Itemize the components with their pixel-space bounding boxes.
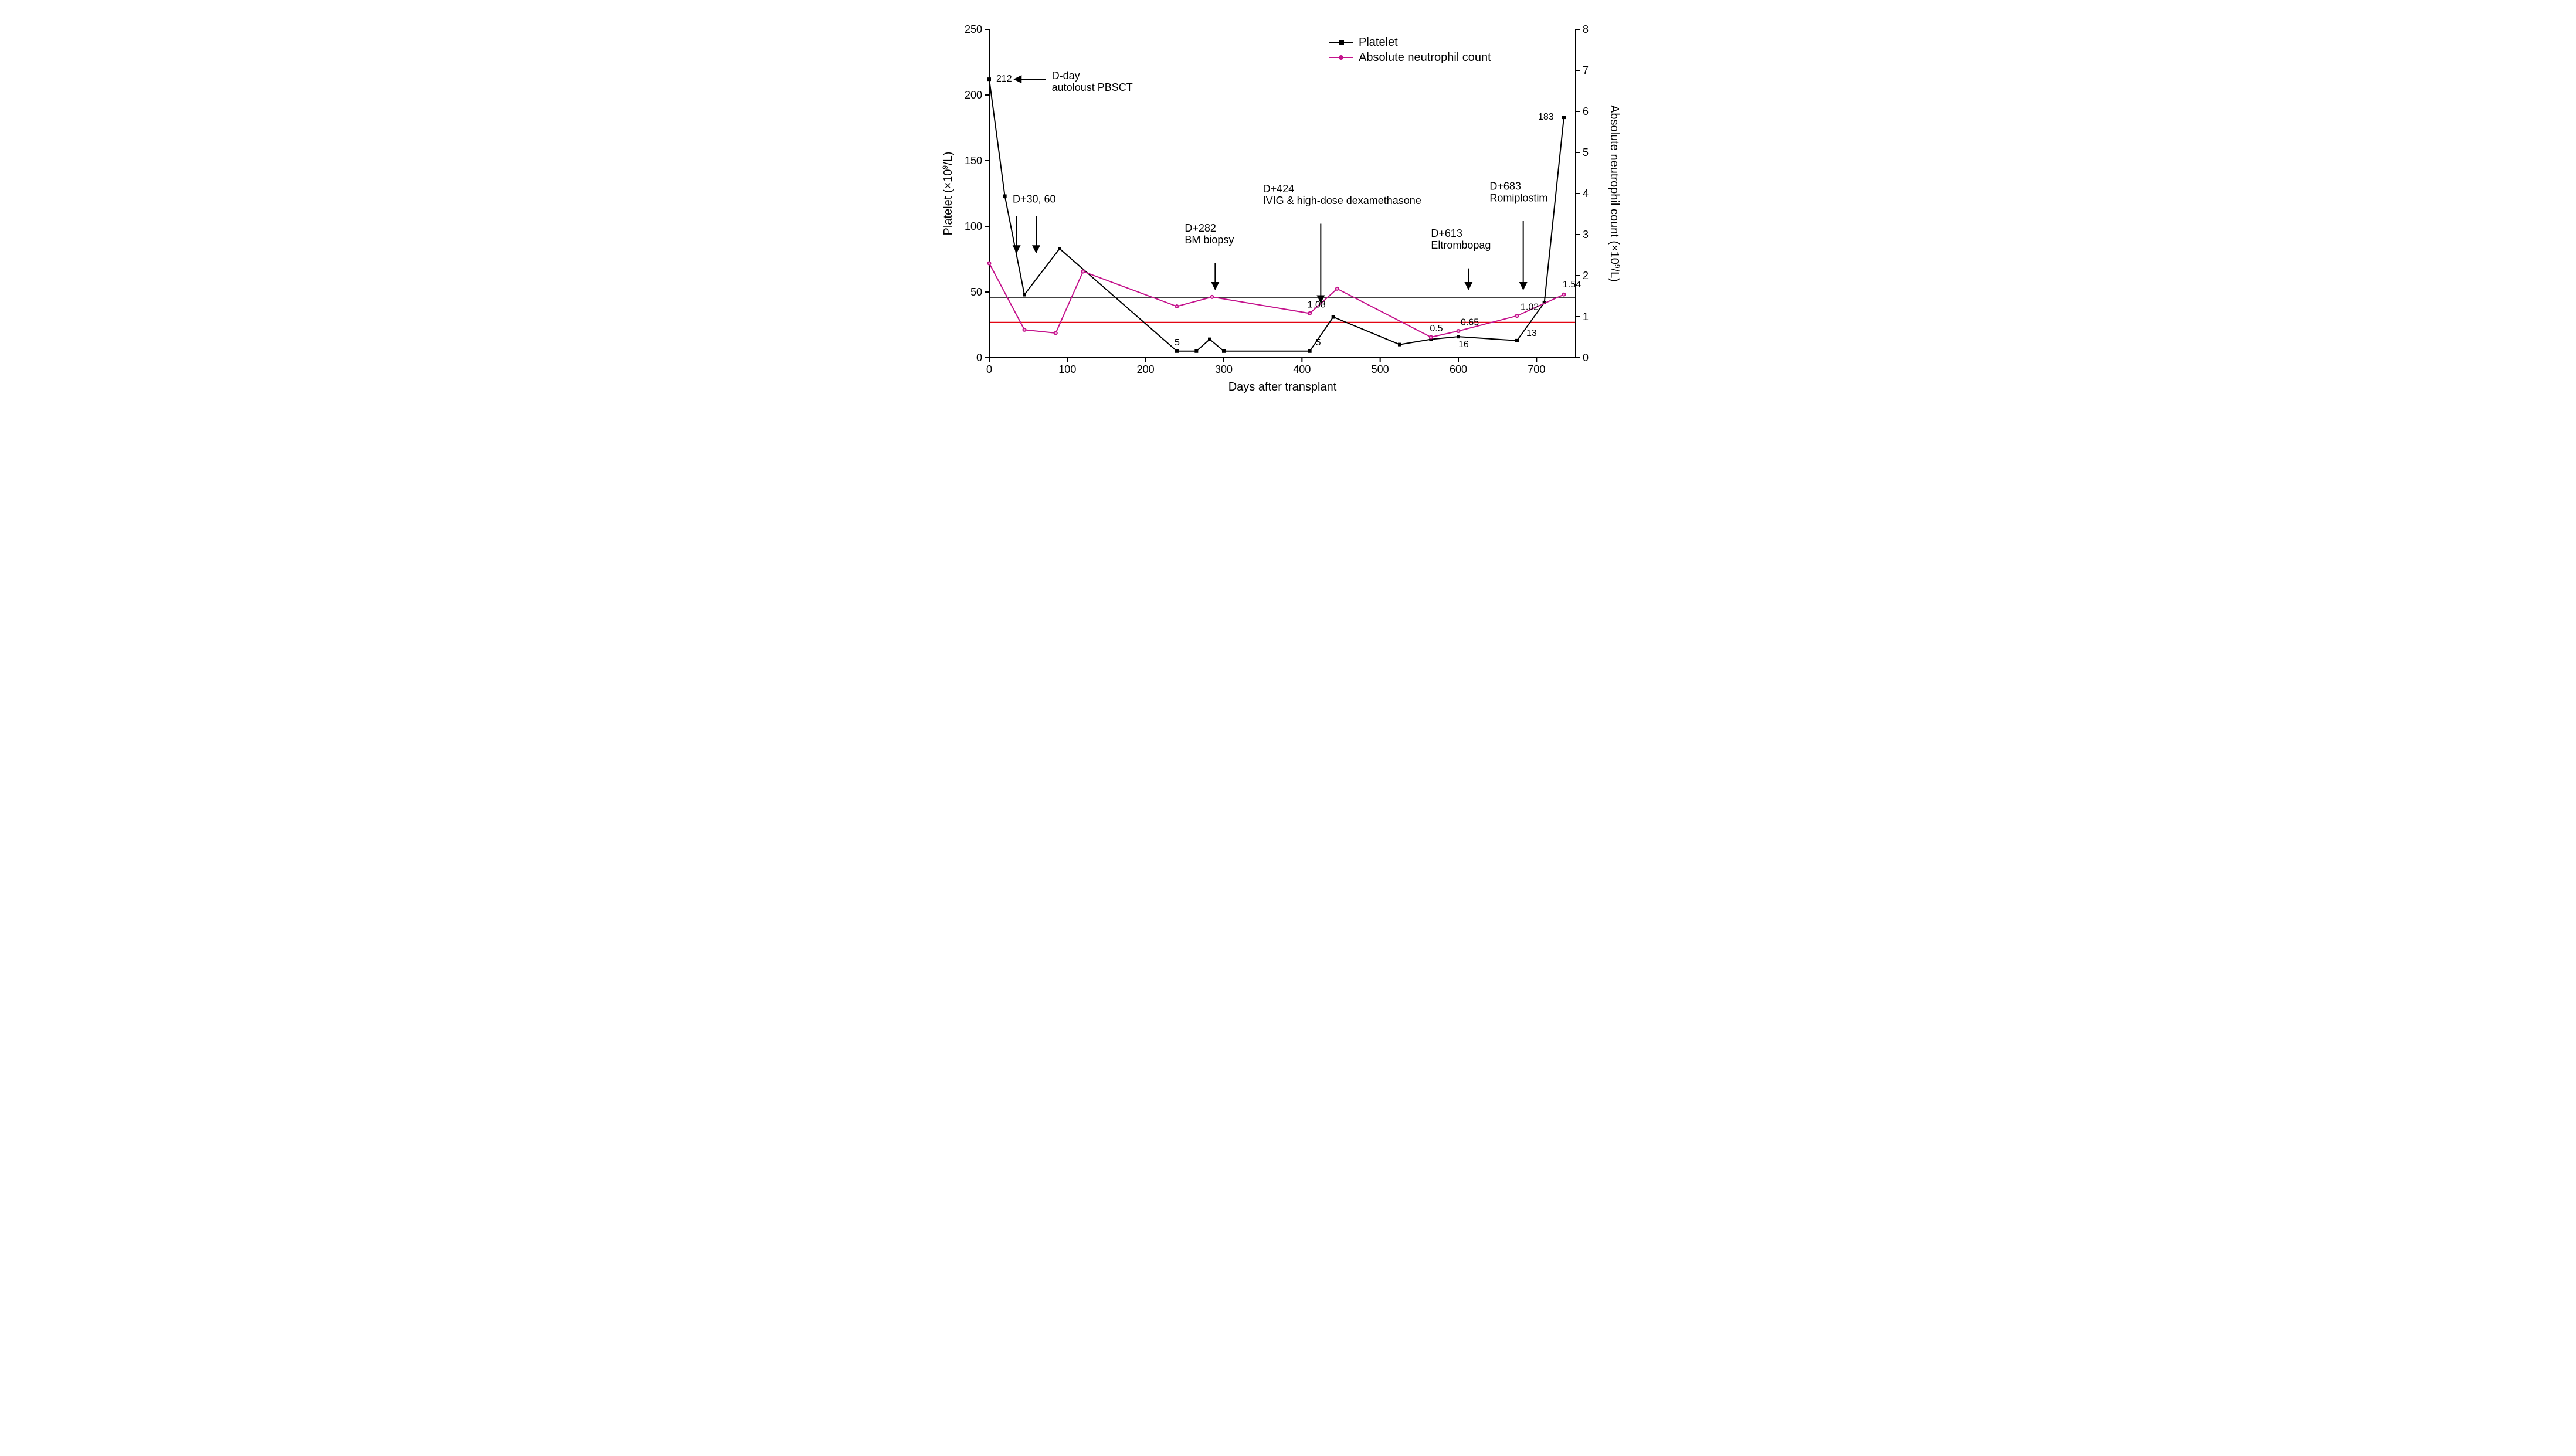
chart-container: 0 100 200 300 400 500 600 700 0 50 100 150 200 250 0 1 2… bbox=[936, 12, 1640, 410]
legend-marker bbox=[1339, 55, 1343, 60]
data-label: 212 bbox=[996, 74, 1012, 84]
series-marker-inner bbox=[1211, 296, 1213, 298]
y-left-tick-label: 0 bbox=[976, 352, 982, 364]
x-tick-label: 600 bbox=[1449, 364, 1467, 375]
series-marker bbox=[1058, 247, 1061, 250]
series-marker bbox=[1308, 349, 1311, 353]
y-left-axis-label: Platelet (×109/L) bbox=[941, 152, 955, 236]
series-marker bbox=[1023, 293, 1026, 296]
y-right-axis-label: Absolute neutrophil count (×109/L) bbox=[1608, 105, 1621, 282]
series-marker bbox=[1331, 315, 1335, 319]
series-marker bbox=[1175, 349, 1179, 353]
series-marker bbox=[1457, 335, 1460, 338]
series-marker bbox=[1194, 349, 1198, 353]
y-right-tick-label: 3 bbox=[1583, 229, 1589, 240]
x-tick-label: 0 bbox=[986, 364, 992, 375]
series-marker-inner bbox=[1054, 332, 1056, 334]
data-label: 5 bbox=[1315, 338, 1321, 348]
data-label: 5 bbox=[1175, 338, 1180, 348]
annotation-label: D+683 bbox=[1489, 180, 1521, 192]
y-right-tick-label: 1 bbox=[1583, 311, 1589, 323]
y-left-tick-label: 250 bbox=[964, 23, 982, 35]
series-marker-inner bbox=[1309, 313, 1311, 314]
annotation-label: IVIG & high-dose dexamethasone bbox=[1262, 195, 1421, 206]
series-marker-inner bbox=[1023, 329, 1025, 331]
legend-label: Absolute neutrophil count bbox=[1359, 51, 1491, 64]
series-marker-inner bbox=[1336, 288, 1338, 290]
data-label: 0.5 bbox=[1430, 324, 1443, 334]
data-label: 1.54 bbox=[1563, 280, 1581, 290]
annotation-label: autoloust PBSCT bbox=[1051, 82, 1132, 93]
y-left-tick-label: 150 bbox=[964, 155, 982, 167]
series-marker bbox=[987, 77, 991, 81]
series-marker-inner bbox=[1516, 315, 1518, 317]
x-tick-label: 500 bbox=[1371, 364, 1389, 375]
annotation-label: Eltrombopag bbox=[1431, 239, 1491, 251]
series-marker-inner bbox=[1563, 294, 1564, 296]
annotation-label: D+282 bbox=[1185, 222, 1216, 234]
series-marker bbox=[1562, 116, 1566, 119]
series-marker-inner bbox=[988, 263, 990, 264]
x-tick-label: 400 bbox=[1293, 364, 1311, 375]
y-right-tick-label: 5 bbox=[1583, 147, 1589, 158]
series-marker bbox=[1222, 349, 1226, 353]
annotation-label: D+613 bbox=[1431, 228, 1462, 239]
y-left-tick-label: 50 bbox=[970, 286, 982, 298]
annotation-label: Romiplostim bbox=[1489, 192, 1547, 203]
annotation-label: BM biopsy bbox=[1185, 234, 1234, 246]
x-tick-label: 200 bbox=[1136, 364, 1154, 375]
legend-label: Platelet bbox=[1359, 36, 1398, 49]
y-right-tick-label: 6 bbox=[1583, 106, 1589, 117]
series-marker bbox=[1398, 343, 1401, 347]
annotation-label: D-day bbox=[1051, 70, 1080, 82]
series-marker-inner bbox=[1430, 337, 1431, 338]
annotation-label: D+424 bbox=[1262, 183, 1294, 195]
x-tick-label: 700 bbox=[1528, 364, 1545, 375]
data-label: 1.08 bbox=[1307, 300, 1325, 310]
y-right-tick-label: 0 bbox=[1583, 352, 1589, 364]
series-marker-inner bbox=[1082, 271, 1084, 273]
data-label: 1.02 bbox=[1521, 303, 1539, 313]
series-marker-inner bbox=[1176, 306, 1177, 307]
y-right-tick-label: 8 bbox=[1583, 23, 1589, 35]
annotation-label: D+30, 60 bbox=[1013, 194, 1056, 205]
data-label: 183 bbox=[1538, 112, 1554, 122]
data-label: 0.65 bbox=[1461, 318, 1479, 328]
series-marker bbox=[1515, 339, 1519, 342]
y-right-tick-label: 4 bbox=[1583, 188, 1589, 199]
chart-svg: 0 100 200 300 400 500 600 700 0 50 100 150 200 250 0 1 2… bbox=[936, 12, 1640, 410]
x-tick-label: 100 bbox=[1058, 364, 1076, 375]
y-right-tick-label: 7 bbox=[1583, 65, 1589, 76]
data-label: 16 bbox=[1458, 340, 1469, 349]
data-label: 13 bbox=[1526, 328, 1537, 338]
series-marker bbox=[1208, 338, 1211, 341]
series-marker bbox=[1003, 194, 1006, 198]
series-marker-inner bbox=[1457, 330, 1459, 332]
x-axis-label: Days after transplant bbox=[1228, 381, 1336, 393]
x-tick-label: 300 bbox=[1214, 364, 1232, 375]
y-right-tick-label: 2 bbox=[1583, 270, 1589, 281]
y-left-tick-label: 100 bbox=[964, 220, 982, 232]
legend-marker bbox=[1339, 40, 1344, 45]
y-left-tick-label: 200 bbox=[964, 89, 982, 101]
